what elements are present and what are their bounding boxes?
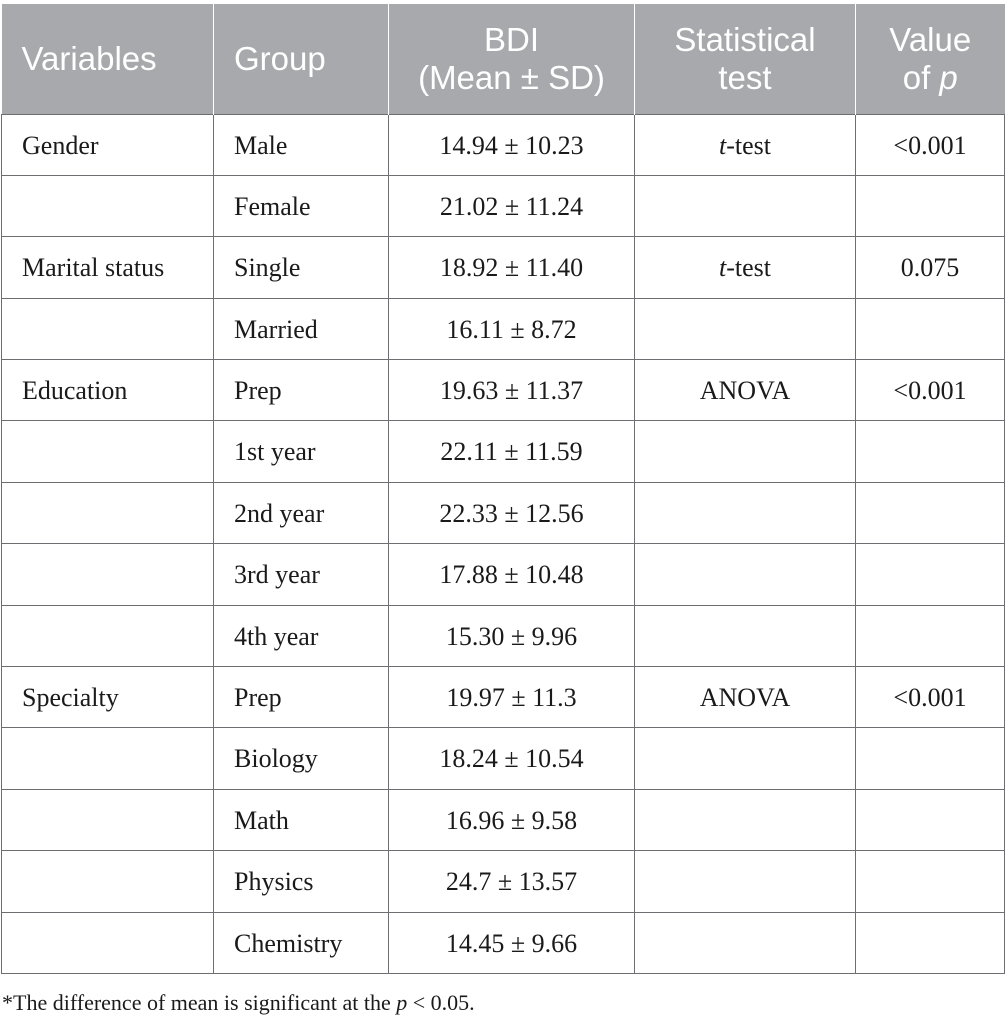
cell-group: Female <box>213 174 389 238</box>
cell-statistical-test: ANOVA <box>634 359 856 422</box>
cell-variable <box>1 911 214 974</box>
cell-p-value <box>855 297 1005 361</box>
cell-group: Single <box>213 236 389 299</box>
cell-bdi: 15.30 ± 9.96 <box>388 604 635 668</box>
table-row: 1st year 22.11 ± 11.59 <box>1 420 1005 483</box>
cell-statistical-test: ANOVA <box>634 666 856 729</box>
table-row: 4th year 15.30 ± 9.96 <box>1 604 1005 668</box>
table-row: Chemistry 14.45 ± 9.66 <box>1 911 1005 974</box>
header-p-value: Value of p <box>855 4 1005 114</box>
cell-group: Married <box>213 297 389 361</box>
cell-bdi: 22.11 ± 11.59 <box>388 420 635 483</box>
cell-statistical-test: t-test <box>634 113 856 176</box>
header-variables: Variables <box>1 4 214 114</box>
header-statistical-test: Statistical test <box>634 4 856 114</box>
cell-statistical-test <box>634 788 856 852</box>
cell-p-value <box>855 174 1005 238</box>
cell-variable <box>1 788 214 852</box>
cell-p-value: <0.001 <box>855 359 1005 422</box>
table-row: Biology 18.24 ± 10.54 <box>1 727 1005 790</box>
cell-group: Chemistry <box>213 911 389 974</box>
cell-statistical-test <box>634 911 856 974</box>
cell-bdi: 16.96 ± 9.58 <box>388 788 635 852</box>
cell-statistical-test <box>634 481 856 545</box>
table-header-row: Variables Group BDI (Mean ± SD) Statisti… <box>1 4 1005 114</box>
cell-p-value <box>855 727 1005 790</box>
cell-group: 1st year <box>213 420 389 483</box>
cell-bdi: 14.94 ± 10.23 <box>388 113 635 176</box>
cell-p-value <box>855 543 1005 606</box>
cell-bdi: 24.7 ± 13.57 <box>388 850 635 913</box>
cell-group: 3rd year <box>213 543 389 606</box>
table-row: Education Prep 19.63 ± 11.37 ANOVA <0.001 <box>1 359 1005 422</box>
cell-bdi: 14.45 ± 9.66 <box>388 911 635 974</box>
cell-group: Math <box>213 788 389 852</box>
cell-group: 4th year <box>213 604 389 668</box>
cell-variable <box>1 543 214 606</box>
table-row: Math 16.96 ± 9.58 <box>1 788 1005 852</box>
table-row: Married 16.11 ± 8.72 <box>1 297 1005 361</box>
cell-statistical-test <box>634 543 856 606</box>
cell-group: Prep <box>213 359 389 422</box>
cell-group: 2nd year <box>213 481 389 545</box>
cell-bdi: 17.88 ± 10.48 <box>388 543 635 606</box>
cell-bdi: 19.63 ± 11.37 <box>388 359 635 422</box>
cell-statistical-test <box>634 174 856 238</box>
cell-bdi: 22.33 ± 12.56 <box>388 481 635 545</box>
cell-group: Male <box>213 113 389 176</box>
cell-bdi: 18.92 ± 11.40 <box>388 236 635 299</box>
cell-p-value <box>855 911 1005 974</box>
table-footnote: *The difference of mean is significant a… <box>2 990 475 1015</box>
cell-p-value <box>855 850 1005 913</box>
cell-statistical-test <box>634 604 856 668</box>
cell-variable <box>1 850 214 913</box>
cell-p-value <box>855 788 1005 852</box>
table-row: Female 21.02 ± 11.24 <box>1 174 1005 238</box>
table-row: 3rd year 17.88 ± 10.48 <box>1 543 1005 606</box>
cell-variable <box>1 604 214 668</box>
table-row: Gender Male 14.94 ± 10.23 t-test <0.001 <box>1 113 1005 176</box>
bdi-table: Variables Group BDI (Mean ± SD) Statisti… <box>1 4 1005 974</box>
cell-statistical-test: t-test <box>634 236 856 299</box>
cell-variable <box>1 727 214 790</box>
header-group: Group <box>213 4 389 114</box>
cell-bdi: 16.11 ± 8.72 <box>388 297 635 361</box>
cell-bdi: 19.97 ± 11.3 <box>388 666 635 729</box>
cell-group: Physics <box>213 850 389 913</box>
table-row: Specialty Prep 19.97 ± 11.3 ANOVA <0.001 <box>1 666 1005 729</box>
cell-statistical-test <box>634 727 856 790</box>
table-row: 2nd year 22.33 ± 12.56 <box>1 481 1005 545</box>
cell-p-value: <0.001 <box>855 666 1005 729</box>
cell-group: Biology <box>213 727 389 790</box>
cell-variable <box>1 481 214 545</box>
cell-p-value: 0.075 <box>855 236 1005 299</box>
cell-statistical-test <box>634 297 856 361</box>
header-bdi: BDI (Mean ± SD) <box>388 4 635 114</box>
cell-p-value: <0.001 <box>855 113 1005 176</box>
cell-p-value <box>855 420 1005 483</box>
cell-variable <box>1 174 214 238</box>
cell-statistical-test <box>634 420 856 483</box>
cell-variable: Gender <box>1 113 214 176</box>
cell-statistical-test <box>634 850 856 913</box>
cell-bdi: 21.02 ± 11.24 <box>388 174 635 238</box>
cell-p-value <box>855 481 1005 545</box>
cell-p-value <box>855 604 1005 668</box>
cell-variable <box>1 420 214 483</box>
cell-group: Prep <box>213 666 389 729</box>
table-row: Physics 24.7 ± 13.57 <box>1 850 1005 913</box>
cell-variable: Specialty <box>1 666 214 729</box>
cell-bdi: 18.24 ± 10.54 <box>388 727 635 790</box>
table-row: Marital status Single 18.92 ± 11.40 t-test 0… <box>1 236 1005 299</box>
cell-variable <box>1 297 214 361</box>
cell-variable: Marital status <box>1 236 214 299</box>
cell-variable: Education <box>1 359 214 422</box>
